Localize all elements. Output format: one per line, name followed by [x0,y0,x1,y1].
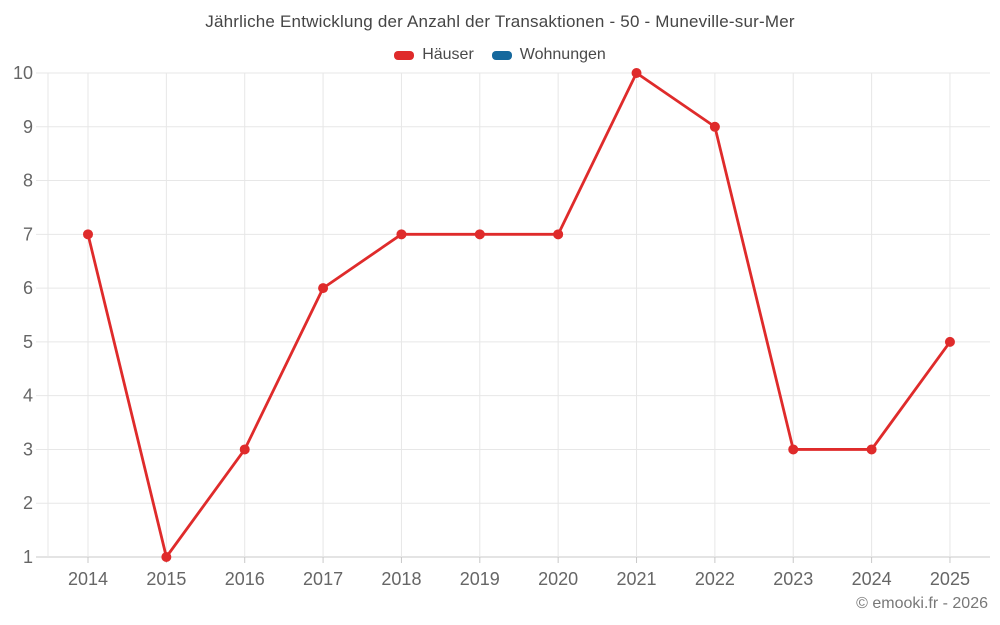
y-axis-label: 1 [23,547,33,567]
y-axis-label: 3 [23,439,33,459]
legend-label-wohnungen: Wohnungen [519,46,606,63]
legend-item-haeuser[interactable]: Häuser [394,46,474,64]
x-axis-label: 2018 [381,569,421,589]
y-axis-label: 4 [23,386,33,406]
legend-swatch-haeuser-icon [394,50,415,60]
x-axis-label: 2019 [460,569,500,589]
data-point[interactable] [318,283,329,294]
x-axis-label: 2016 [225,569,265,589]
data-point[interactable] [631,68,642,78]
y-axis-label: 8 [23,171,33,191]
x-axis-label: 2022 [695,569,735,589]
y-axis-label: 10 [13,63,33,83]
data-point[interactable] [709,121,720,132]
x-axis-label: 2017 [303,569,343,589]
data-point[interactable] [161,552,172,562]
x-axis-label: 2020 [538,569,578,589]
data-point[interactable] [474,229,485,240]
data-point[interactable] [866,444,877,455]
y-axis-label: 5 [23,332,33,352]
series-line-häuser [86,71,952,559]
chart-title: Jährliche Entwicklung der Anzahl der Tra… [205,12,795,31]
y-axis-label: 6 [23,278,33,298]
x-axis-label: 2023 [773,569,813,589]
x-axis-label: 2015 [146,569,186,589]
data-point[interactable] [83,229,93,240]
x-axis-label: 2021 [616,569,656,589]
legend: Häuser Wohnungen [0,46,1000,64]
data-point[interactable] [553,229,564,240]
y-axis-label: 7 [23,224,33,244]
legend-label-haeuser: Häuser [422,46,474,63]
x-axis-label: 2024 [852,569,892,589]
data-point[interactable] [239,444,250,455]
y-axis-label: 9 [23,117,33,137]
y-axis-label: 2 [23,493,33,513]
x-axis-label: 2014 [68,569,108,589]
data-point[interactable] [944,336,955,347]
data-point[interactable] [788,444,799,455]
legend-item-wohnungen[interactable]: Wohnungen [491,46,606,64]
legend-swatch-wohnungen-icon [491,50,512,60]
credit-link[interactable]: © emooki.fr - 2026 [856,595,988,612]
data-point[interactable] [396,229,407,240]
x-axis-label: 2025 [930,569,970,589]
